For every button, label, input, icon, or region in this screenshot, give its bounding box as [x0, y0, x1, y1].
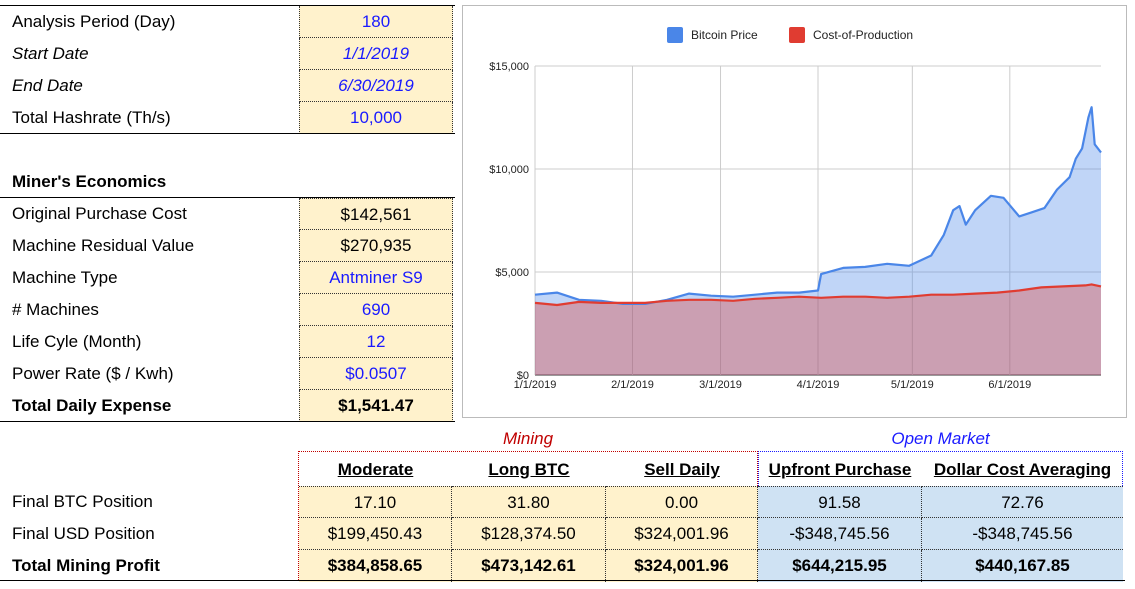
y-tick-label: $0 — [517, 370, 529, 382]
purchase-cost-label: Original Purchase Cost — [12, 204, 187, 223]
legend-swatch-bitcoin-price — [667, 27, 683, 43]
miners-economics-heading: Miner's Economics — [12, 172, 167, 191]
power-rate-input[interactable]: $0.0507 — [299, 358, 453, 390]
divider — [0, 133, 455, 134]
analysis-period-input[interactable]: 180 — [299, 6, 453, 38]
row-label-total-mining-profit: Total Mining Profit — [12, 556, 160, 575]
col-header-upfront-purchase: Upfront Purchase — [768, 460, 912, 479]
daily-expense-value: $1,541.47 — [299, 390, 453, 422]
cell-final-usd-moderate: $199,450.43 — [299, 518, 452, 550]
series-area-1 — [535, 284, 1101, 375]
total-hashrate-label: Total Hashrate (Th/s) — [12, 108, 171, 127]
daily-expense-label: Total Daily Expense — [12, 396, 172, 415]
divider — [0, 197, 455, 198]
purchase-cost-value: $142,561 — [299, 198, 453, 230]
chart-grid — [534, 65, 1101, 376]
life-cycle-input[interactable]: 12 — [299, 326, 453, 358]
chart-axes: $0 $5,000 $10,000 $15,000 1/1/2019 2/1/2019 3/… — [489, 61, 1031, 391]
total-hashrate-input[interactable]: 10,000 — [299, 102, 453, 134]
cell-final-btc-upfront: 91.58 — [758, 486, 922, 518]
legend-label-cost-of-production: Cost-of-Production — [813, 28, 913, 42]
cell-final-usd-upfront: -$348,745.56 — [758, 518, 922, 550]
col-header-moderate: Moderate — [337, 460, 414, 479]
chart-legend: Bitcoin Price Cost-of-Production — [667, 27, 913, 43]
price-chart: Bitcoin Price Cost-of-Production $0 $5,00… — [462, 5, 1127, 418]
power-rate-label: Power Rate ($ / Kwh) — [12, 364, 174, 383]
mining-group-label: Mining — [502, 429, 554, 448]
inputs-table — [0, 0, 455, 140]
x-tick-label: 6/1/2019 — [988, 379, 1031, 391]
cell-final-usd-long: $128,374.50 — [452, 518, 606, 550]
col-header-dollar-cost-averaging: Dollar Cost Averaging — [933, 460, 1112, 479]
y-tick-label: $15,000 — [489, 61, 529, 73]
end-date-label: End Date — [12, 76, 83, 95]
price-chart-svg: Bitcoin Price Cost-of-Production $0 $5,00… — [489, 27, 1102, 391]
y-tick-label: $10,000 — [489, 164, 529, 176]
x-tick-label: 4/1/2019 — [797, 379, 840, 391]
legend-label-bitcoin-price: Bitcoin Price — [691, 28, 758, 42]
chart-lines — [534, 106, 1102, 307]
machines-input[interactable]: 690 — [299, 294, 453, 326]
cell-final-btc-sell-daily: 0.00 — [606, 486, 758, 518]
life-cycle-label: Life Cyle (Month) — [12, 332, 142, 351]
row-label-final-btc: Final BTC Position — [12, 492, 153, 511]
cell-profit-upfront: $644,215.95 — [758, 550, 922, 582]
machine-type-input[interactable]: Antminer S9 — [299, 262, 453, 294]
machines-label: # Machines — [12, 300, 99, 319]
col-header-sell-daily: Sell Daily — [644, 460, 720, 479]
col-header-long-btc: Long BTC — [488, 460, 570, 479]
open-market-group-label: Open Market — [891, 429, 990, 448]
start-date-input[interactable]: 1/1/2019 — [299, 38, 453, 70]
chart-areas — [535, 107, 1101, 375]
cell-profit-sell-daily: $324,001.96 — [606, 550, 758, 582]
machine-type-label: Machine Type — [12, 268, 118, 287]
start-date-label: Start Date — [12, 44, 89, 63]
series-area-0 — [535, 107, 1101, 375]
end-date-input[interactable]: 6/30/2019 — [299, 70, 453, 102]
x-tick-label: 5/1/2019 — [891, 379, 934, 391]
residual-value-value: $270,935 — [299, 230, 453, 262]
series-line-1 — [534, 283, 1102, 307]
divider — [0, 5, 455, 6]
row-label-final-usd: Final USD Position — [12, 524, 155, 543]
cell-final-btc-moderate: 17.10 — [299, 486, 452, 518]
analysis-period-label: Analysis Period (Day) — [12, 12, 176, 31]
cell-final-btc-dca: 72.76 — [922, 486, 1123, 518]
cell-profit-long: $473,142.61 — [452, 550, 606, 582]
y-tick-label: $5,000 — [495, 267, 529, 279]
x-tick-label: 1/1/2019 — [514, 379, 557, 391]
residual-value-label: Machine Residual Value — [12, 236, 195, 255]
divider — [0, 580, 1125, 581]
cell-profit-moderate: $384,858.65 — [299, 550, 452, 582]
cell-final-btc-long: 31.80 — [452, 486, 606, 518]
divider — [0, 421, 455, 422]
cell-final-usd-dca: -$348,745.56 — [922, 518, 1123, 550]
cell-profit-dca: $440,167.85 — [922, 550, 1123, 582]
series-line-0 — [534, 106, 1102, 305]
x-tick-label: 2/1/2019 — [611, 379, 654, 391]
legend-swatch-cost-of-production — [789, 27, 805, 43]
cell-final-usd-sell-daily: $324,001.96 — [606, 518, 758, 550]
x-tick-label: 3/1/2019 — [699, 379, 742, 391]
